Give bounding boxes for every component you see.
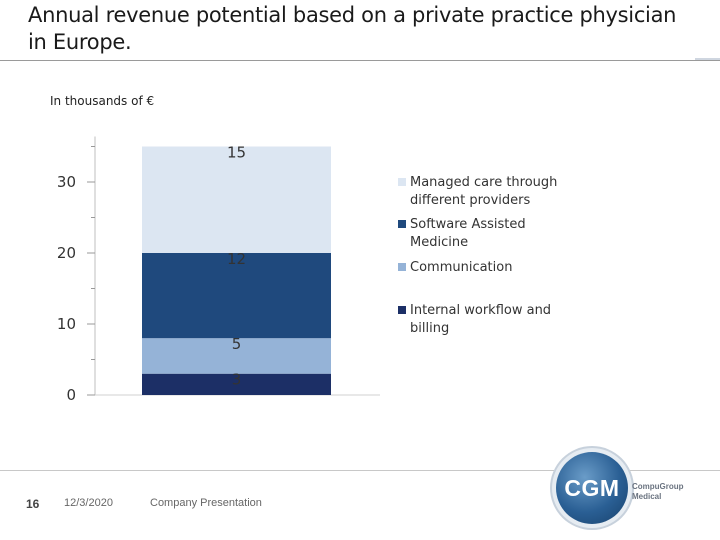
footer-caption: Company Presentation — [150, 497, 262, 509]
y-tick-label: 0 — [66, 386, 76, 404]
data-label: 5 — [232, 335, 242, 353]
data-label: 12 — [227, 250, 246, 268]
bar-segment-software-assisted-medicine — [142, 253, 331, 339]
bar-segments — [142, 146, 331, 395]
legend-swatch — [398, 263, 406, 271]
y-tick-label: 10 — [57, 315, 76, 333]
title-divider-accent — [695, 58, 720, 60]
stacked-bar-chart: 0 10 20 30 3 5 12 15 — [57, 136, 380, 404]
legend-swatch — [398, 220, 406, 228]
legend-swatch — [398, 178, 406, 186]
legend-swatch — [398, 306, 406, 314]
legend-label: Managed care through different providers — [410, 175, 558, 208]
footer-date: 12/3/2020 — [64, 497, 113, 509]
footer-divider — [0, 470, 720, 471]
bar-segment-communication — [142, 338, 331, 374]
data-label: 15 — [227, 144, 246, 162]
chart-unit-label: In thousands of € — [50, 94, 155, 108]
legend-label: Communication — [410, 260, 513, 275]
slide-title: Annual revenue potential based on a priv… — [28, 3, 677, 54]
logo-mark: CGM — [564, 475, 620, 501]
title-divider — [0, 60, 720, 61]
page-number: 16 — [26, 497, 40, 511]
y-tick-label: 20 — [57, 244, 76, 262]
cgm-logo: CGM — [556, 452, 628, 524]
legend-label: Internal workflow and billing — [410, 303, 552, 336]
y-tick-label: 30 — [57, 173, 76, 191]
data-label: 3 — [232, 371, 242, 389]
brand-name-line2: Medical — [632, 492, 662, 501]
bar-segment-managed-care-through-different-providers — [142, 146, 331, 253]
legend-label: Software Assisted Medicine — [410, 217, 526, 250]
bar-segment-internal-workflow-and-billing — [142, 373, 331, 395]
data-labels: 3 5 12 15 — [227, 144, 246, 389]
brand-name-line1: CompuGroup — [632, 482, 684, 491]
